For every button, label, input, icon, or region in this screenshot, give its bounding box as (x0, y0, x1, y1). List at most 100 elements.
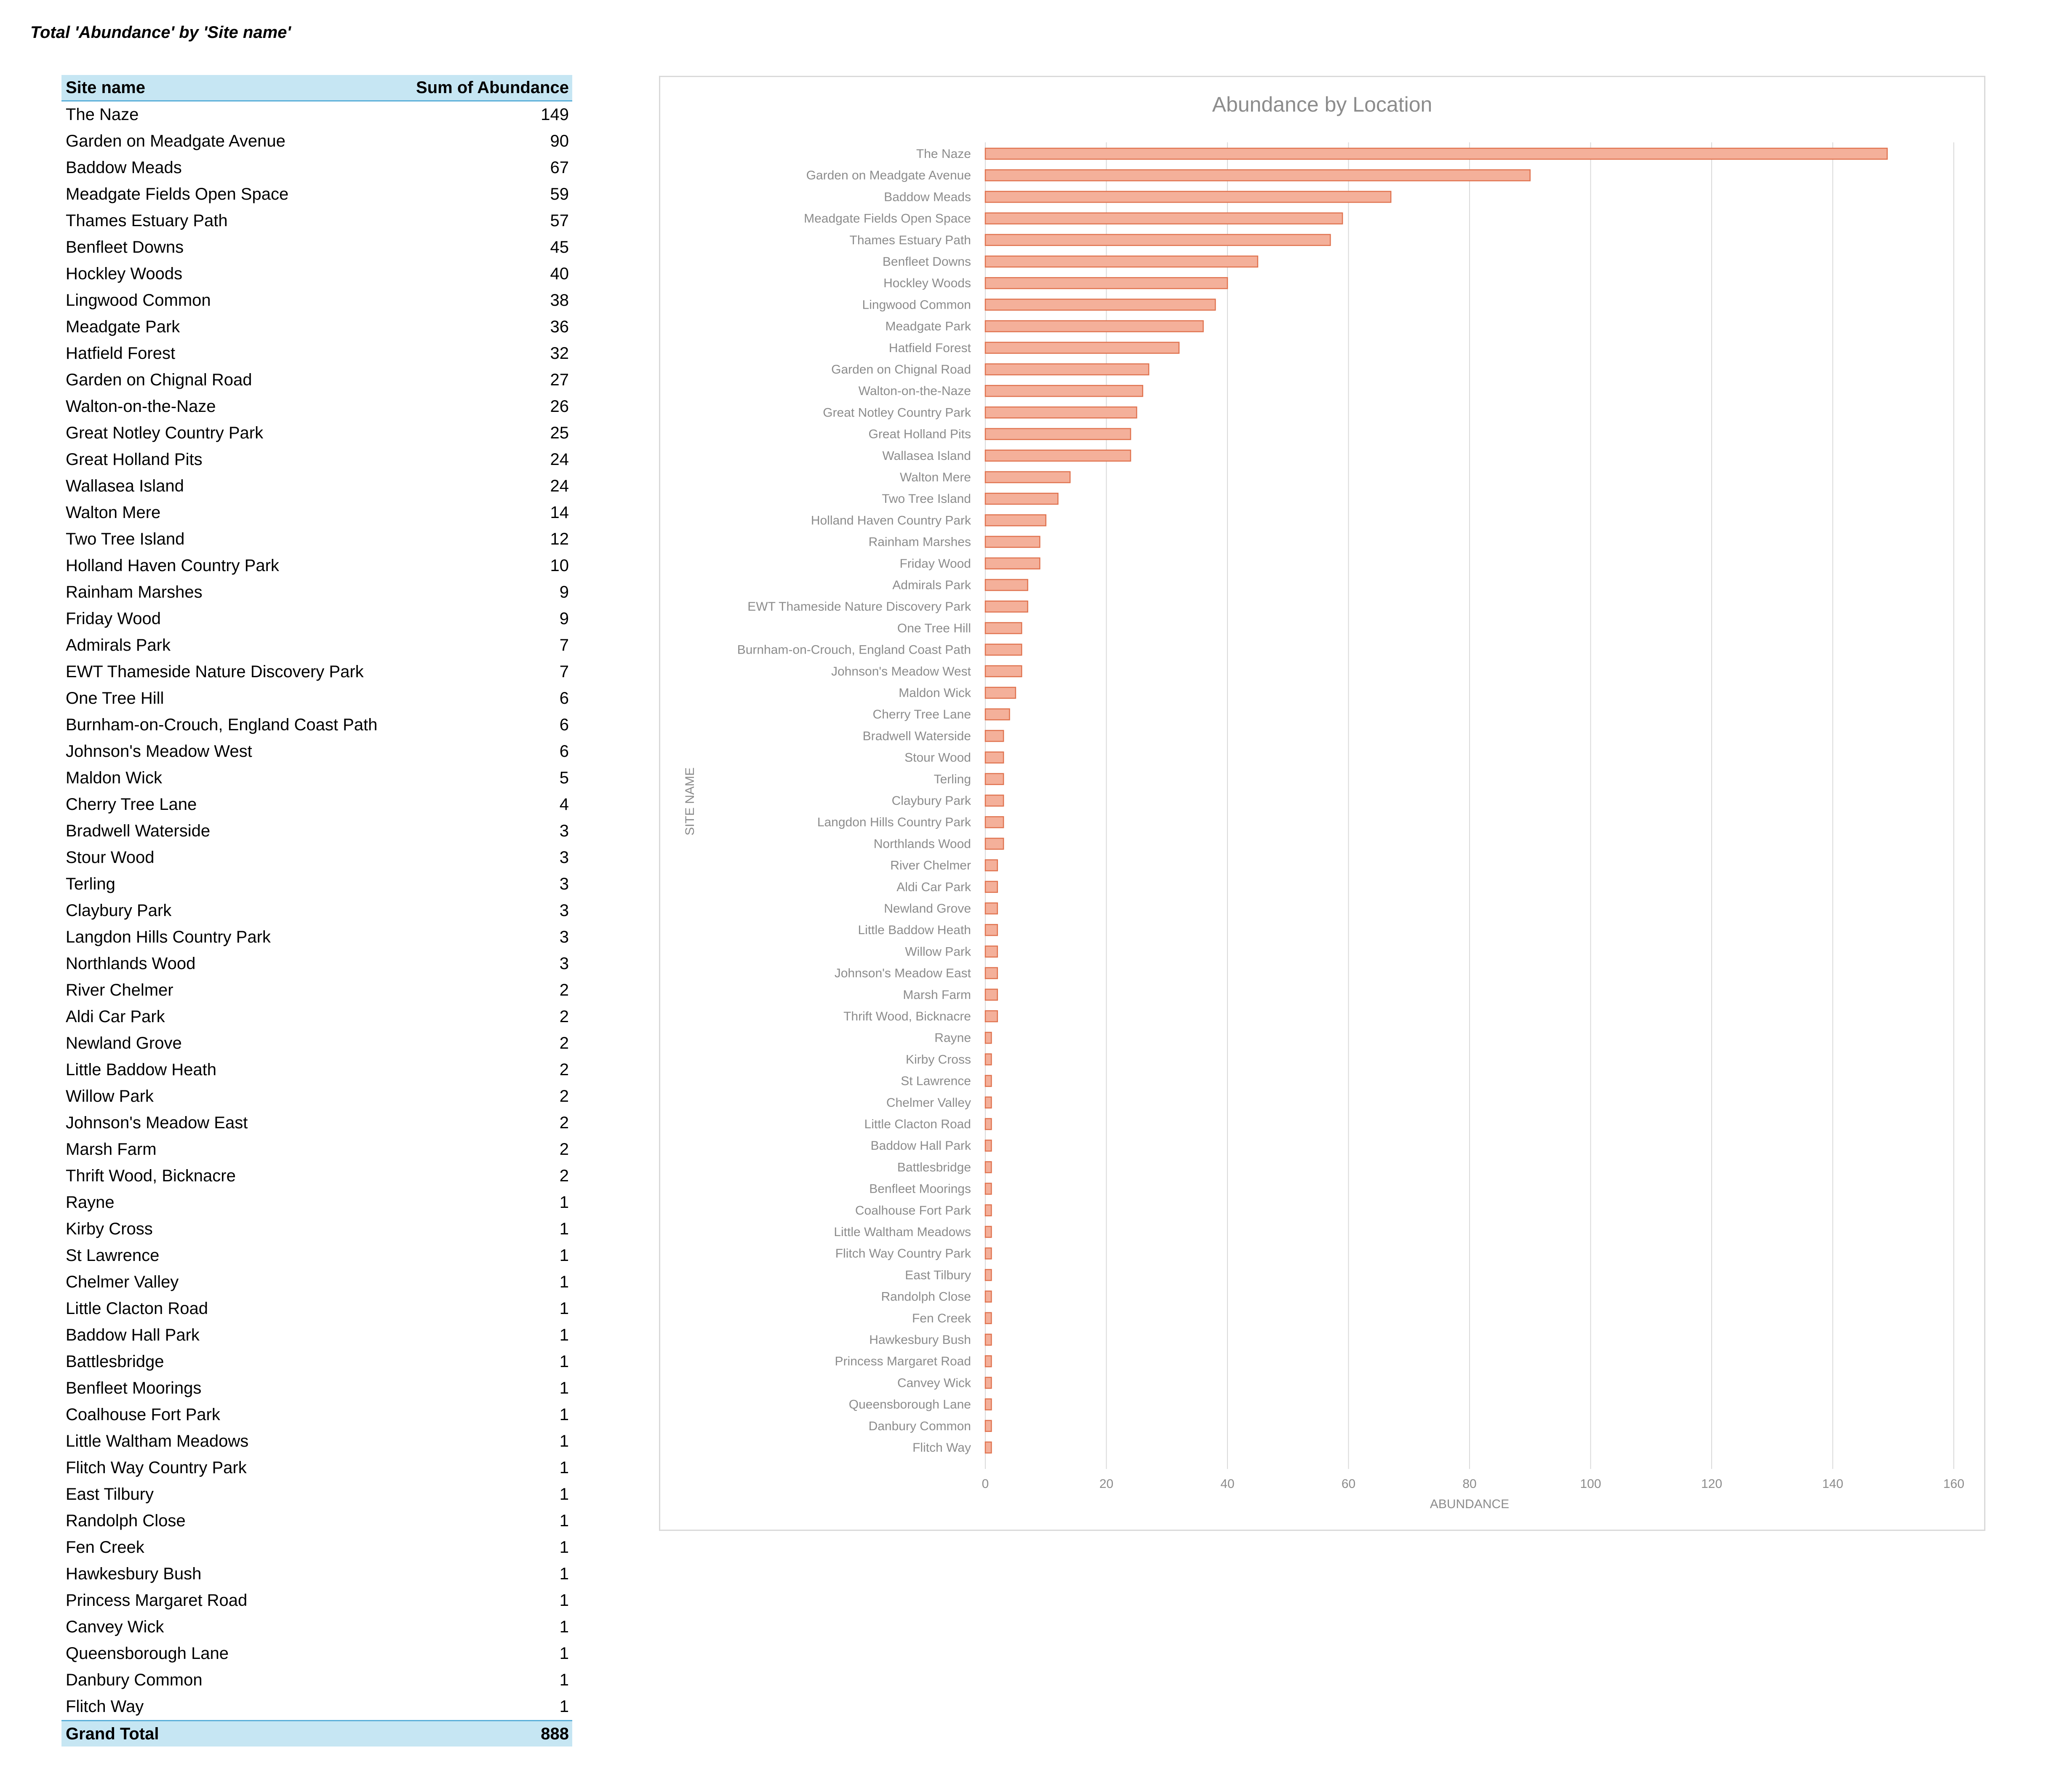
table-row[interactable]: Cherry Tree Lane 4 (61, 791, 572, 818)
bar (984, 536, 1040, 548)
table-row[interactable]: Flitch Way Country Park 1 (61, 1455, 572, 1481)
site-name-cell: Willow Park (66, 1087, 154, 1106)
table-row[interactable]: Baddow Meads 67 (61, 155, 572, 181)
header-sum-of-abundance[interactable]: Sum of Abundance (416, 78, 569, 97)
x-tick-label: 80 (1462, 1477, 1476, 1491)
table-row[interactable]: Canvey Wick 1 (61, 1614, 572, 1640)
bar (984, 1290, 992, 1303)
table-row[interactable]: Northlands Wood 3 (61, 951, 572, 977)
grand-total-row: Grand Total 888 (61, 1720, 572, 1747)
table-row[interactable]: Stour Wood 3 (61, 844, 572, 871)
table-row[interactable]: Baddow Hall Park 1 (61, 1322, 572, 1349)
table-row[interactable]: Rayne 1 (61, 1189, 572, 1216)
table-row[interactable]: Hockley Woods 40 (61, 261, 572, 287)
table-row[interactable]: Randolph Close 1 (61, 1508, 572, 1534)
table-row[interactable]: Meadgate Fields Open Space 59 (61, 181, 572, 208)
table-row[interactable]: Langdon Hills Country Park 3 (61, 924, 572, 951)
table-row[interactable]: Maldon Wick 5 (61, 765, 572, 791)
table-row[interactable]: Burnham-on-Crouch, England Coast Path 6 (61, 712, 572, 738)
table-row[interactable]: Lingwood Common 38 (61, 287, 572, 314)
abundance-cell: 6 (559, 689, 569, 708)
table-row[interactable]: Little Clacton Road 1 (61, 1295, 572, 1322)
bar-chart: Abundance by Location 0 20 40 60 80 100 120 140 1… (683, 93, 1964, 1511)
table-row[interactable]: Claybury Park 3 (61, 897, 572, 924)
table-row[interactable]: Walton Mere 14 (61, 499, 572, 526)
site-name-cell: Coalhouse Fort Park (66, 1405, 220, 1424)
table-row[interactable]: Garden on Chignal Road 27 (61, 367, 572, 393)
table-row[interactable]: Friday Wood 9 (61, 606, 572, 632)
chart-area[interactable]: Abundance by Location 0 20 40 60 80 100 120 140 1… (659, 76, 1985, 1531)
site-name-cell: Benfleet Moorings (66, 1379, 202, 1397)
table-row[interactable]: Bradwell Waterside 3 (61, 818, 572, 844)
table-row[interactable]: Johnson's Meadow West 6 (61, 738, 572, 765)
table-row[interactable]: Johnson's Meadow East 2 (61, 1110, 572, 1136)
abundance-cell: 45 (550, 238, 569, 256)
table-row[interactable]: Kirby Cross 1 (61, 1216, 572, 1242)
site-name-cell: Newland Grove (66, 1034, 182, 1052)
bar (984, 1031, 992, 1044)
table-row[interactable]: Chelmer Valley 1 (61, 1269, 572, 1295)
site-name-cell: Queensborough Lane (66, 1644, 229, 1663)
table-row[interactable]: Meadgate Park 36 (61, 314, 572, 340)
header-site-name[interactable]: Site name (66, 78, 145, 97)
abundance-cell: 2 (559, 1087, 569, 1106)
table-row[interactable]: Little Waltham Meadows 1 (61, 1428, 572, 1455)
bar (984, 1010, 998, 1023)
table-row[interactable]: Queensborough Lane 1 (61, 1640, 572, 1667)
table-row[interactable]: Garden on Meadgate Avenue 90 (61, 128, 572, 155)
y-tick-label: Admirals Park (892, 578, 971, 592)
table-row[interactable]: River Chelmer 2 (61, 977, 572, 1004)
table-row[interactable]: Danbury Common 1 (61, 1667, 572, 1693)
site-name-cell: Terling (66, 875, 115, 893)
table-row[interactable]: St Lawrence 1 (61, 1242, 572, 1269)
table-row[interactable]: Aldi Car Park 2 (61, 1004, 572, 1030)
y-tick-label: Terling (934, 772, 971, 786)
table-row[interactable]: Two Tree Island 12 (61, 526, 572, 553)
bar (984, 363, 1150, 376)
table-row[interactable]: Battlesbridge 1 (61, 1349, 572, 1375)
table-row[interactable]: Great Notley Country Park 25 (61, 420, 572, 446)
bar (984, 1139, 992, 1152)
table-row[interactable]: Flitch Way 1 (61, 1693, 572, 1720)
abundance-cell: 2 (559, 1114, 569, 1132)
table-row[interactable]: The Naze 149 (61, 101, 572, 128)
x-tick-label: 0 (982, 1477, 989, 1491)
table-row[interactable]: Princess Margaret Road 1 (61, 1587, 572, 1614)
abundance-cell: 26 (550, 397, 569, 416)
table-row[interactable]: Benfleet Downs 45 (61, 234, 572, 261)
table-row[interactable]: Hatfield Forest 32 (61, 340, 572, 367)
y-tick-label: Willow Park (905, 945, 971, 959)
table-row[interactable]: Fen Creek 1 (61, 1534, 572, 1561)
table-row[interactable]: Willow Park 2 (61, 1083, 572, 1110)
table-row[interactable]: Admirals Park 7 (61, 632, 572, 659)
y-tick-label: Kirby Cross (906, 1052, 971, 1066)
table-row[interactable]: EWT Thameside Nature Discovery Park 7 (61, 659, 572, 685)
site-name-cell: East Tilbury (66, 1485, 154, 1504)
table-row[interactable]: Thames Estuary Path 57 (61, 208, 572, 234)
y-tick-label: Maldon Wick (899, 686, 971, 700)
x-tick-label: 160 (1943, 1477, 1964, 1491)
table-row[interactable]: Hawkesbury Bush 1 (61, 1561, 572, 1587)
table-row[interactable]: Wallasea Island 24 (61, 473, 572, 499)
abundance-cell: 7 (559, 636, 569, 654)
y-tick-label: Rayne (934, 1031, 971, 1045)
table-row[interactable]: Walton-on-the-Naze 26 (61, 393, 572, 420)
table-row[interactable]: Great Holland Pits 24 (61, 446, 572, 473)
table-row[interactable]: Holland Haven Country Park 10 (61, 553, 572, 579)
table-row[interactable]: East Tilbury 1 (61, 1481, 572, 1508)
y-tick-label: Langdon Hills Country Park (817, 815, 971, 829)
y-tick-label: Johnson's Meadow East (835, 967, 971, 980)
table-row[interactable]: Marsh Farm 2 (61, 1136, 572, 1163)
y-tick-label: Stour Wood (904, 751, 971, 765)
table-row[interactable]: One Tree Hill 6 (61, 685, 572, 712)
table-row[interactable]: Benfleet Moorings 1 (61, 1375, 572, 1402)
bar (984, 212, 1343, 224)
table-row[interactable]: Thrift Wood, Bicknacre 2 (61, 1163, 572, 1189)
table-row[interactable]: Newland Grove 2 (61, 1030, 572, 1057)
y-tick-label: Coalhouse Fort Park (855, 1204, 971, 1218)
table-row[interactable]: Coalhouse Fort Park 1 (61, 1402, 572, 1428)
bar (984, 816, 1004, 828)
table-row[interactable]: Terling 3 (61, 871, 572, 897)
table-row[interactable]: Little Baddow Heath 2 (61, 1057, 572, 1083)
table-row[interactable]: Rainham Marshes 9 (61, 579, 572, 606)
